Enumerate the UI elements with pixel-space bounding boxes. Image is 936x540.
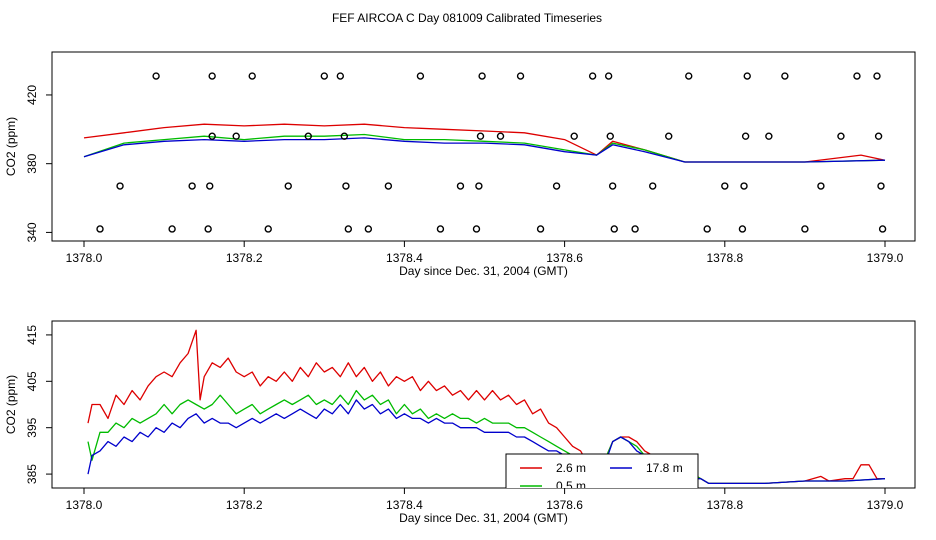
sample-marker — [536, 225, 545, 233]
chart-title: FEF AIRCOA C Day 081009 Calibrated Times… — [332, 11, 602, 25]
sample-marker — [320, 72, 328, 80]
sample-marker — [606, 132, 614, 140]
sample-marker — [475, 182, 483, 190]
sample-marker — [703, 225, 711, 233]
sample-marker — [152, 72, 160, 80]
plot-frame — [51, 320, 916, 489]
sample-marker — [364, 225, 373, 233]
sample-marker — [516, 72, 525, 80]
sample-marker — [631, 225, 639, 233]
sample-marker — [208, 132, 216, 140]
sample-marker — [721, 182, 729, 190]
x-axis-label: Day since Dec. 31, 2004 (GMT) — [399, 264, 568, 278]
x-tick-label: 1378.4 — [386, 251, 423, 265]
legend-box — [505, 453, 699, 488]
sample-marker — [248, 72, 256, 80]
x-tick-label: 1378.6 — [546, 251, 583, 265]
sample-marker — [837, 132, 845, 140]
sample-marker — [342, 182, 350, 190]
sample-marker — [740, 182, 748, 190]
x-tick-label: 1379.0 — [867, 498, 904, 512]
legend-label: 0.5 m — [556, 479, 586, 493]
y-tick-label: 380 — [25, 153, 39, 173]
series-line-green — [87, 389, 886, 485]
plot-area — [87, 329, 886, 485]
x-tick-label: 1378.6 — [546, 498, 583, 512]
sample-marker — [384, 182, 393, 190]
sample-marker — [874, 132, 883, 140]
sample-marker — [801, 225, 809, 233]
y-tick-label: 405 — [25, 371, 39, 391]
y-axis-label: CO2 (ppm) — [4, 117, 18, 176]
chart-panel-1: 1378.0 1378.2 1378.4 1378.6 1378.8 1379.0 340 3… — [4, 51, 916, 278]
plot-area — [83, 72, 887, 233]
y-tick-label: 340 — [25, 222, 39, 242]
x-axis-label: Day since Dec. 31, 2004 (GMT) — [399, 511, 568, 525]
x-tick-label: 1378.2 — [226, 498, 263, 512]
sample-marker — [188, 182, 196, 190]
sample-marker — [604, 72, 613, 80]
sample-marker — [817, 182, 825, 190]
sample-marker — [436, 225, 445, 233]
sample-marker — [340, 132, 349, 140]
series-line-blue — [87, 399, 886, 485]
sample-marker — [765, 132, 773, 140]
sample-marker — [743, 72, 751, 80]
y-tick-label: 385 — [25, 464, 39, 484]
sample-marker — [665, 132, 673, 140]
x-tick-label: 1378.8 — [706, 251, 743, 265]
x-tick-label: 1378.2 — [226, 251, 263, 265]
legend-label: 17.8 m — [646, 461, 683, 475]
sample-marker — [741, 132, 750, 140]
sample-marker — [610, 225, 618, 233]
sample-marker — [284, 182, 292, 190]
sample-marker — [685, 72, 693, 80]
sample-marker — [472, 225, 481, 233]
sample-marker — [738, 225, 747, 233]
sample-marker — [608, 182, 617, 190]
sample-marker — [456, 182, 465, 190]
sample-marker — [552, 182, 561, 190]
sample-marker — [877, 182, 885, 190]
sample-marker — [336, 72, 345, 80]
sample-marker — [853, 72, 861, 80]
x-tick-label: 1378.0 — [66, 251, 103, 265]
y-axis-label: CO2 (ppm) — [4, 375, 18, 434]
x-tick-label: 1378.8 — [706, 498, 743, 512]
sample-marker — [206, 182, 214, 190]
sample-marker — [878, 225, 887, 233]
sample-marker — [168, 225, 176, 233]
sample-marker — [416, 72, 425, 80]
y-tick-label: 395 — [25, 417, 39, 437]
sample-marker — [570, 132, 578, 140]
sample-marker — [204, 225, 212, 233]
legend-label: 2.6 m — [556, 461, 586, 475]
plot-frame — [51, 51, 916, 242]
x-tick-label: 1378.4 — [386, 498, 423, 512]
sample-marker — [344, 225, 353, 233]
sample-marker — [781, 72, 789, 80]
x-tick-label: 1378.0 — [66, 498, 103, 512]
sample-marker — [649, 182, 657, 190]
sample-marker — [264, 225, 272, 233]
chart-panel-2: 1378.0 1378.2 1378.4 1378.6 1378.8 1379.0 385 3… — [4, 320, 916, 525]
series-line-blue — [83, 137, 886, 163]
sample-marker — [96, 225, 104, 233]
y-tick-label: 420 — [25, 85, 39, 105]
sample-marker — [478, 72, 486, 80]
sample-marker — [588, 72, 597, 80]
sample-marker — [476, 132, 485, 140]
x-tick-label: 1379.0 — [867, 251, 904, 265]
series-line-green — [83, 133, 886, 163]
sample-marker — [116, 182, 124, 190]
legend: 2.6 m 17.8 m 0.5 m — [505, 453, 699, 493]
sample-marker — [232, 132, 240, 140]
y-tick-label: 415 — [25, 325, 39, 345]
sample-marker — [208, 72, 216, 80]
sample-marker — [873, 72, 881, 80]
sample-marker — [304, 132, 312, 140]
sample-marker — [496, 132, 505, 140]
